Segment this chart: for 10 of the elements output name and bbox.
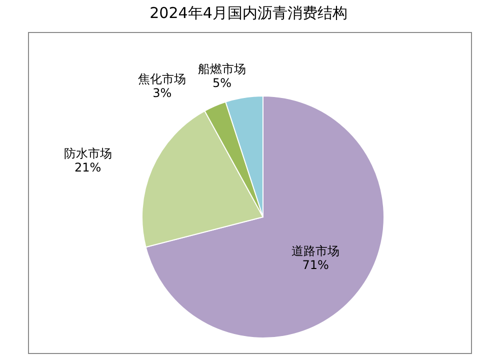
data-label: 5% (212, 76, 232, 90)
data-label: 3% (152, 86, 172, 100)
pie-slice (145, 96, 384, 338)
slice-label: 防水市场 (64, 146, 112, 160)
slice-label: 焦化市场 (138, 72, 186, 86)
data-label: 71% (302, 258, 329, 272)
slice-label: 船燃市场 (198, 62, 246, 76)
chart-title: 2024年4月国内沥青消费结构 (148, 4, 348, 23)
data-label: 21% (74, 160, 102, 174)
slice-label: 道路市场 (292, 244, 340, 258)
